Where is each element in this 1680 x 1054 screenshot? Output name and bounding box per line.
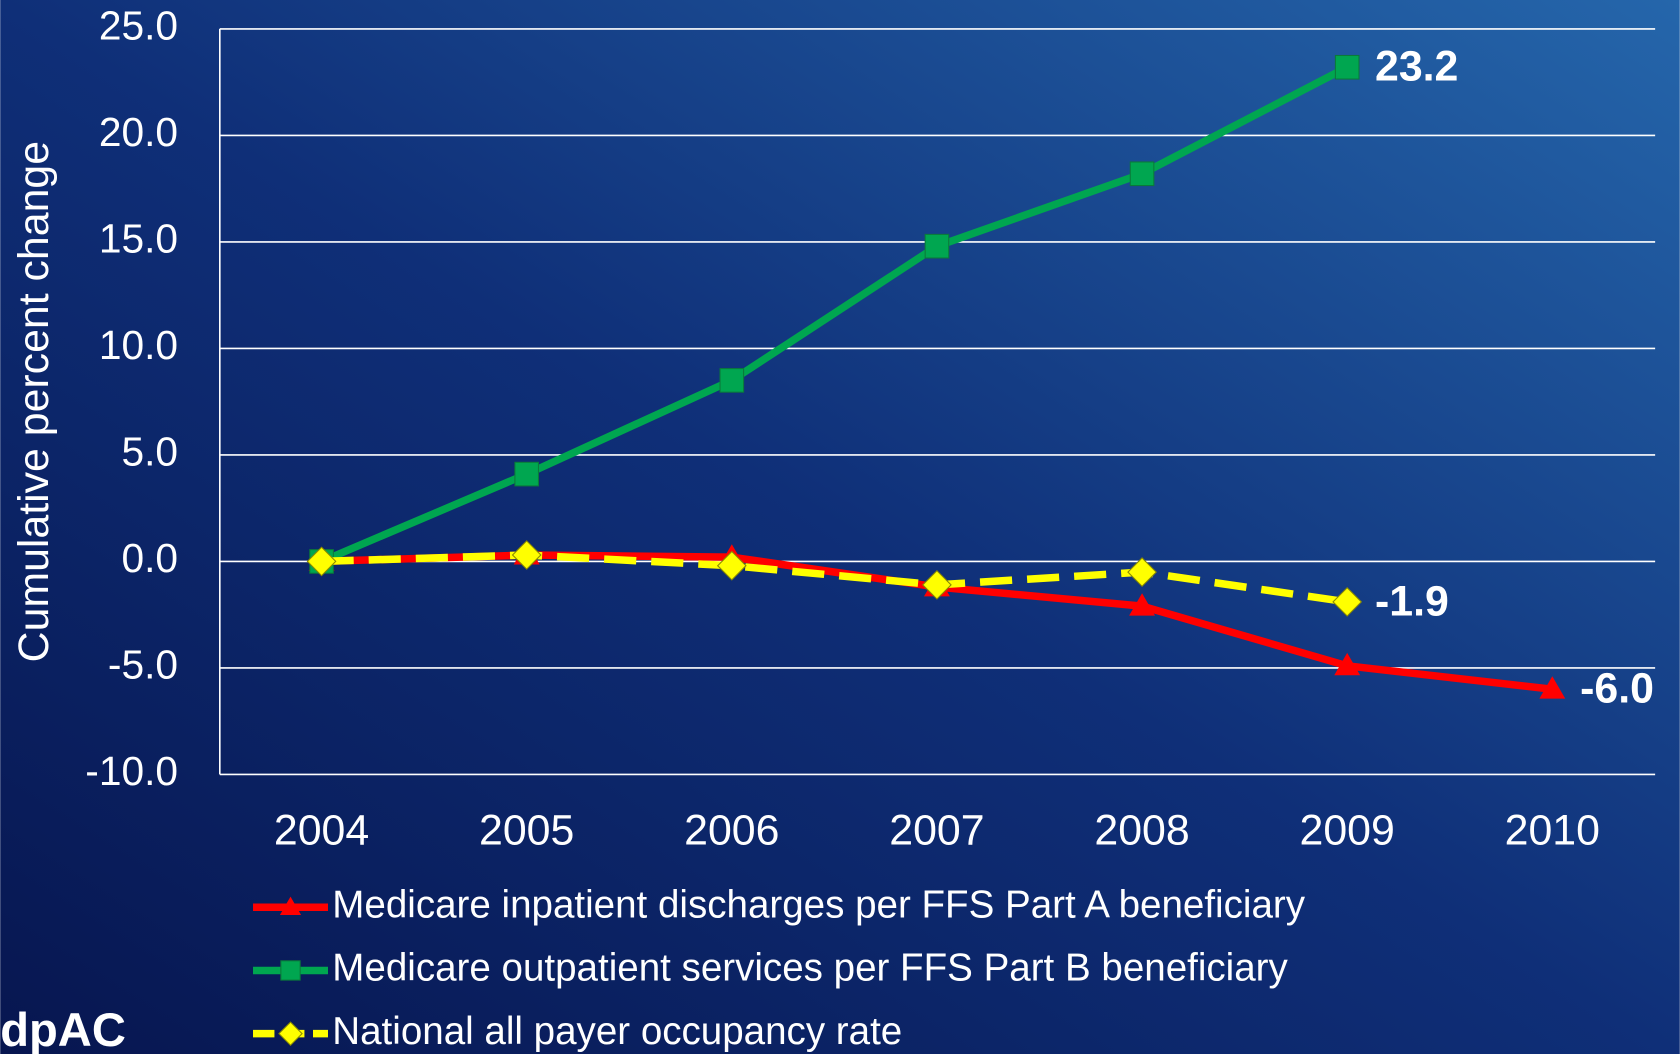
x-tick-label: 2009 xyxy=(1300,807,1395,855)
marker xyxy=(1539,676,1566,699)
legend-marker xyxy=(280,960,301,981)
marker xyxy=(306,546,337,577)
marker xyxy=(1129,593,1156,616)
data-label: -6.0 xyxy=(1580,665,1654,713)
legend-marker xyxy=(279,896,302,915)
y-tick-label: 25.0 xyxy=(99,3,178,49)
marker xyxy=(514,461,540,487)
marker xyxy=(924,233,950,259)
data-label: 23.2 xyxy=(1375,43,1458,91)
marker xyxy=(1334,54,1360,80)
marker xyxy=(716,550,747,581)
legend-label: National all payer occupancy rate xyxy=(332,1010,902,1053)
legend-label: Medicare inpatient discharges per FFS Pa… xyxy=(332,883,1305,926)
y-tick-label: 10.0 xyxy=(99,322,178,368)
x-tick-label: 2007 xyxy=(889,807,984,855)
y-axis-label: Cumulative percent change xyxy=(10,141,58,662)
x-tick-label: 2005 xyxy=(479,807,574,855)
x-tick-label: 2010 xyxy=(1505,807,1600,855)
legend-marker xyxy=(278,1021,303,1046)
marker xyxy=(1334,652,1361,676)
marker xyxy=(1127,557,1157,587)
y-tick-label: 5.0 xyxy=(121,429,178,475)
y-tick-label: -5.0 xyxy=(108,642,178,688)
series-line xyxy=(321,551,1348,606)
series-line xyxy=(320,63,1349,565)
legend-label: Medicare outpatient services per FFS Par… xyxy=(332,947,1288,990)
marker xyxy=(511,540,542,570)
y-tick-label: -10.0 xyxy=(85,748,178,794)
y-tick-label: 20.0 xyxy=(99,109,178,155)
x-tick-label: 2004 xyxy=(274,807,369,855)
marker xyxy=(1129,161,1155,187)
y-tick-label: 0.0 xyxy=(121,535,178,581)
x-tick-label: 2006 xyxy=(684,807,779,855)
logo: dpAC xyxy=(0,1003,126,1054)
marker xyxy=(922,569,952,600)
marker xyxy=(719,368,745,393)
x-tick-label: 2008 xyxy=(1094,807,1189,855)
marker xyxy=(1332,587,1363,617)
data-label: -1.9 xyxy=(1375,577,1449,625)
y-tick-label: 15.0 xyxy=(99,216,178,262)
